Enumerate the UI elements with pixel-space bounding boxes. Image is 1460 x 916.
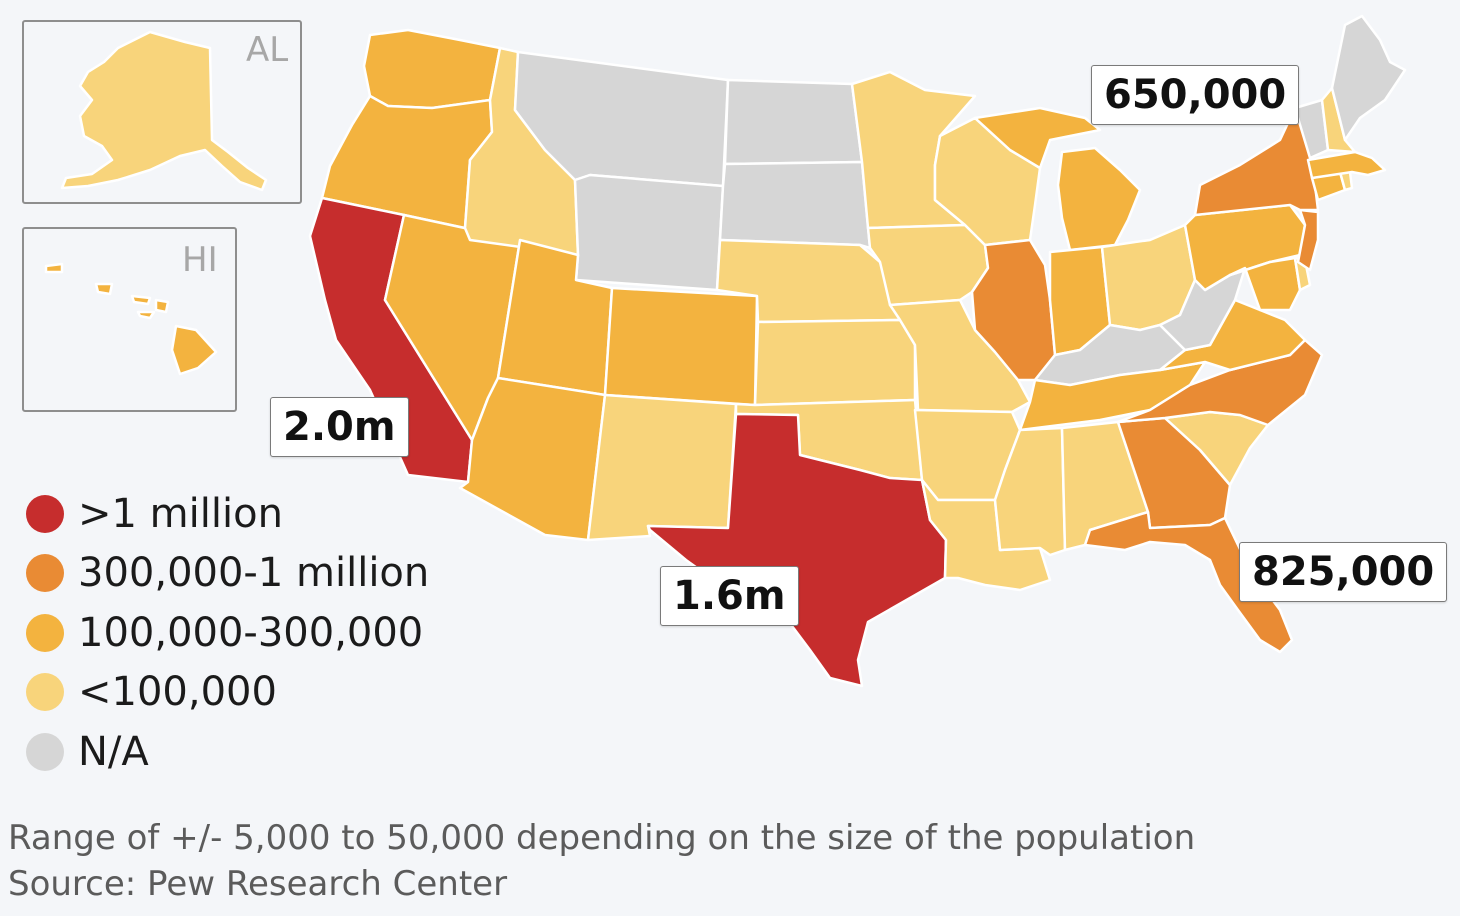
state-maine xyxy=(1330,14,1407,142)
state-massachusetts xyxy=(1306,150,1387,180)
state-colorado xyxy=(603,286,759,407)
hawaii-inset xyxy=(22,227,237,412)
state-washington xyxy=(362,28,502,110)
legend-swatch xyxy=(26,494,64,533)
state-wyoming xyxy=(573,173,725,292)
callout-texas: 1.6m xyxy=(660,566,799,626)
range-footnote: Range of +/- 5,000 to 50,000 depending o… xyxy=(8,818,1196,858)
legend-label: N/A xyxy=(78,728,149,775)
legend-label: >1 million xyxy=(78,490,283,537)
state-illinois xyxy=(970,238,1057,382)
state-kansas xyxy=(753,318,917,407)
callout-california: 2.0m xyxy=(270,397,409,457)
callout-florida: 825,000 xyxy=(1239,542,1448,602)
hawaii-inset-label: HI xyxy=(182,240,218,280)
legend-swatch xyxy=(26,732,64,771)
legend-item-300k-1m: 300,000-1 million xyxy=(26,544,429,604)
state-new-hampshire xyxy=(1320,86,1357,154)
legend-item-over-1m: >1 million xyxy=(26,484,429,544)
legend-label: 300,000-1 million xyxy=(78,550,430,597)
state-iowa xyxy=(866,223,990,307)
state-new-mexico xyxy=(586,393,738,542)
callout-new-york: 650,000 xyxy=(1091,65,1300,125)
state-north-dakota xyxy=(723,78,864,166)
state-maryland xyxy=(1228,256,1302,312)
legend-swatch xyxy=(26,554,64,593)
legend-label: <100,000 xyxy=(78,669,277,716)
legend-swatch xyxy=(26,673,64,712)
state-wisconsin xyxy=(933,116,1042,247)
legend-item-100k-300k: 100,000-300,000 xyxy=(26,603,429,663)
state-texas xyxy=(646,412,948,688)
legend: >1 million 300,000-1 million 100,000-300… xyxy=(26,484,429,782)
legend-item-na: N/A xyxy=(26,722,429,782)
source-footnote: Source: Pew Research Center xyxy=(8,864,508,904)
state-alaska xyxy=(60,30,268,192)
state-south-dakota xyxy=(718,160,872,250)
legend-label: 100,000-300,000 xyxy=(78,609,424,656)
state-hawaii xyxy=(44,262,218,376)
state-new-jersey xyxy=(1296,208,1320,272)
legend-item-under-100k: <100,000 xyxy=(26,663,429,723)
legend-swatch xyxy=(26,613,64,652)
state-michigan xyxy=(973,106,1142,252)
alaska-inset-label: AL xyxy=(246,30,289,70)
